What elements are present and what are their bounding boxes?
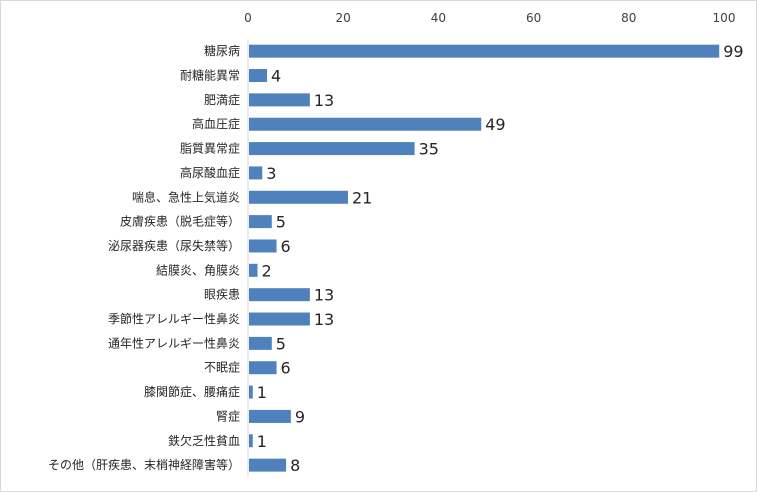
bar bbox=[249, 166, 263, 180]
bar bbox=[249, 434, 253, 448]
x-tick-label: 60 bbox=[526, 11, 541, 25]
x-tick-label: 80 bbox=[621, 11, 636, 25]
category-label: 膝関節症、腰痛症 bbox=[144, 384, 240, 399]
category-label: 喘息、急性上気道炎 bbox=[132, 189, 240, 204]
bar bbox=[249, 409, 291, 423]
data-label: 3 bbox=[266, 164, 276, 183]
category-label: 高尿酸血症 bbox=[180, 165, 240, 180]
category-label: 肥満症 bbox=[204, 92, 240, 107]
bar bbox=[249, 312, 310, 326]
bar bbox=[249, 44, 720, 58]
category-label: 泌尿器疾患（尿失禁等） bbox=[108, 238, 240, 253]
category-label: 結膜炎、角膜炎 bbox=[156, 263, 240, 277]
bar bbox=[249, 142, 415, 156]
category-label: 季節性アレルギー性鼻炎 bbox=[108, 311, 240, 326]
bar bbox=[249, 117, 482, 131]
category-label: その他（肝疾患、末梢神経障害等） bbox=[48, 457, 240, 472]
category-label: 腎症 bbox=[216, 408, 240, 423]
bar bbox=[249, 458, 287, 472]
category-label: 高血圧症 bbox=[192, 116, 240, 131]
data-label: 2 bbox=[262, 261, 272, 280]
bar bbox=[249, 288, 310, 302]
data-label: 13 bbox=[314, 91, 334, 110]
data-label: 49 bbox=[485, 115, 505, 134]
data-label: 1 bbox=[257, 383, 267, 402]
data-label: 13 bbox=[314, 310, 334, 329]
data-label: 1 bbox=[257, 432, 267, 451]
data-label: 6 bbox=[281, 237, 291, 256]
bar bbox=[249, 336, 272, 350]
x-tick-label: 100 bbox=[713, 11, 736, 25]
x-tick-label: 20 bbox=[336, 11, 351, 25]
category-label: 皮膚疾患（脱毛症等） bbox=[120, 214, 240, 229]
data-label: 21 bbox=[352, 188, 372, 207]
data-label: 4 bbox=[271, 67, 281, 86]
category-label: 通年性アレルギー性鼻炎 bbox=[108, 335, 240, 350]
bar bbox=[249, 215, 272, 229]
category-label: 鉄欠乏性貧血 bbox=[168, 433, 240, 448]
x-tick-label: 0 bbox=[244, 11, 252, 25]
data-label: 8 bbox=[290, 456, 300, 475]
category-label: 耐糖能異常 bbox=[180, 68, 240, 83]
category-label: 糖尿病 bbox=[204, 43, 240, 58]
data-label: 35 bbox=[419, 140, 439, 159]
bar bbox=[249, 69, 268, 83]
data-label: 13 bbox=[314, 286, 334, 305]
bar bbox=[249, 190, 348, 204]
data-label: 6 bbox=[281, 359, 291, 378]
category-label: 不眠症 bbox=[204, 360, 240, 375]
data-label: 99 bbox=[723, 42, 743, 61]
category-label: 眼疾患 bbox=[204, 287, 240, 302]
x-tick-label: 40 bbox=[431, 11, 446, 25]
data-label: 5 bbox=[276, 213, 286, 232]
bar bbox=[249, 361, 277, 375]
bar bbox=[249, 263, 258, 277]
data-label: 5 bbox=[276, 334, 286, 353]
data-label: 9 bbox=[295, 407, 305, 426]
bar bbox=[249, 239, 277, 253]
bar bbox=[249, 385, 253, 399]
category-label: 脂質異常症 bbox=[180, 141, 240, 156]
bar bbox=[249, 93, 310, 107]
